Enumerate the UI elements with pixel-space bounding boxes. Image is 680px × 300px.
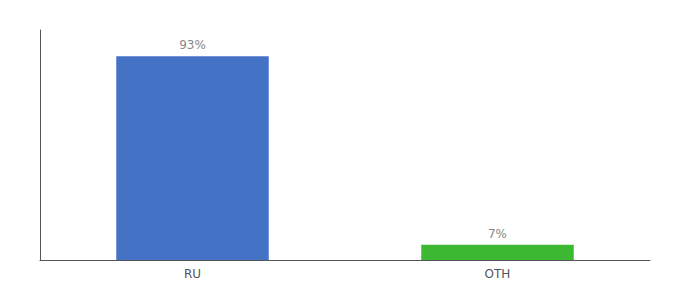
svg-text:7%: 7% bbox=[488, 227, 507, 241]
svg-text:OTH: OTH bbox=[485, 267, 511, 281]
svg-text:RU: RU bbox=[184, 267, 201, 281]
svg-text:93%: 93% bbox=[179, 38, 206, 52]
